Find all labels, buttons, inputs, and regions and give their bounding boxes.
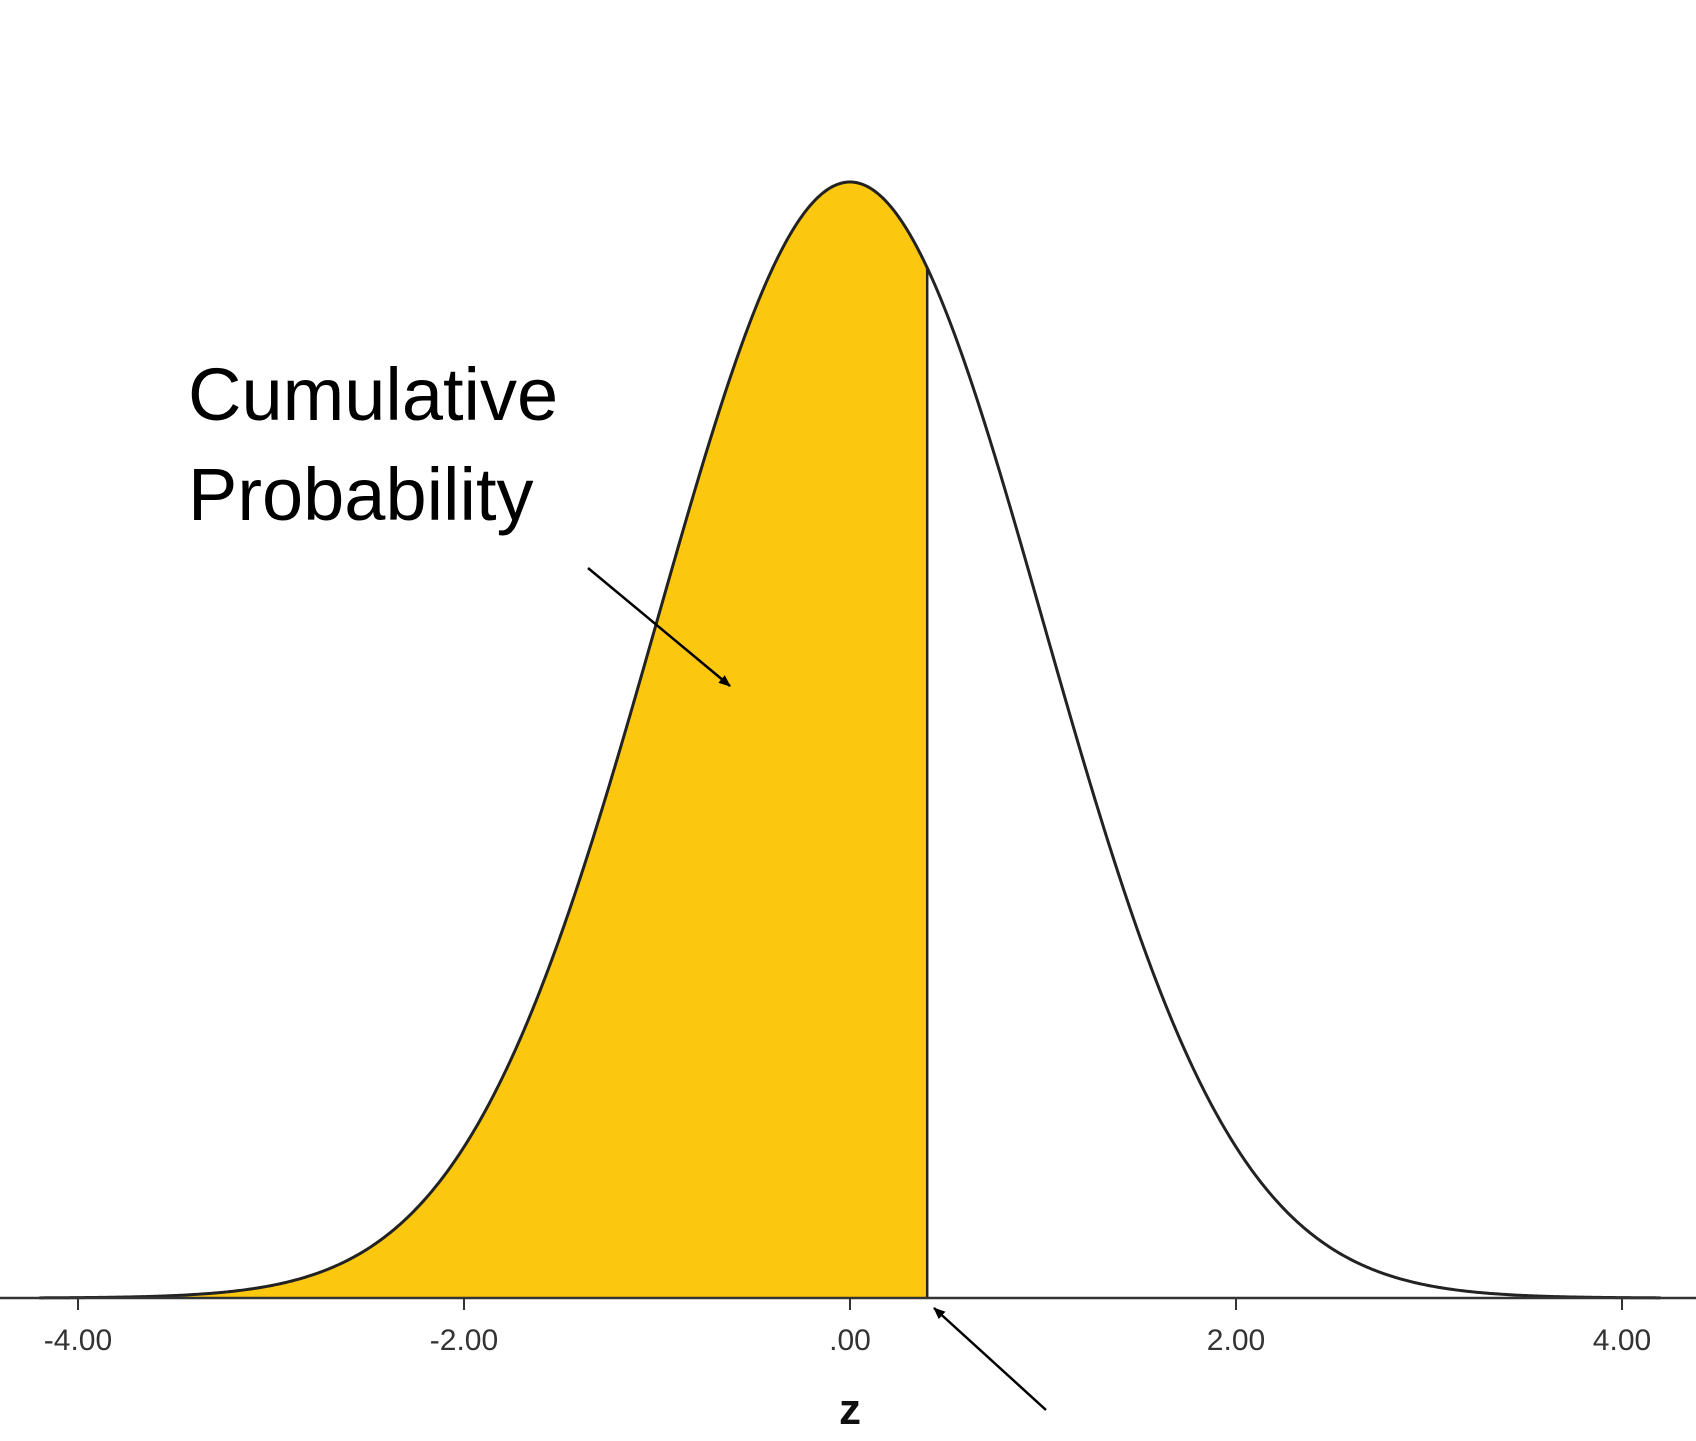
x-tick-label: -2.00 — [430, 1324, 498, 1357]
annotation: Cumulative Probability — [188, 353, 1047, 1411]
x-axis: -4.00 -2.00 .00 2.00 4.00 z — [0, 1296, 1696, 1434]
annotation-line-2: Probability — [188, 453, 534, 536]
annotation-arrow — [587, 567, 731, 687]
cutoff-arrow — [933, 1307, 1047, 1411]
x-axis-title: z — [839, 1385, 861, 1434]
x-tick-label: 2.00 — [1207, 1324, 1265, 1357]
annotation-line-1: Cumulative — [188, 353, 558, 436]
shaded-area — [39, 182, 928, 1298]
x-tick-label: 4.00 — [1593, 1324, 1651, 1357]
plot-area — [39, 180, 1661, 1300]
x-tick-label: -4.00 — [44, 1324, 112, 1357]
density-curve — [39, 180, 1661, 1300]
x-tick-label: .00 — [829, 1324, 871, 1357]
